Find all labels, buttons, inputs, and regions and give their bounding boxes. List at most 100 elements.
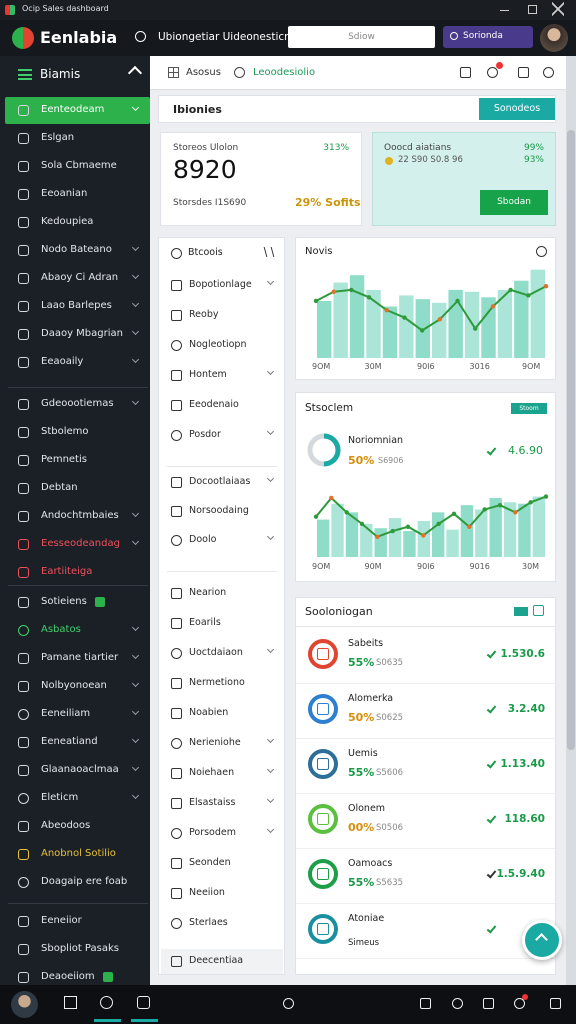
nav-item[interactable]: Abeodoos — [5, 813, 150, 840]
nav-item[interactable]: Eartiiteiga — [5, 559, 150, 586]
line-point — [526, 293, 531, 298]
nav-item[interactable]: Eleticm — [5, 785, 150, 812]
list-item[interactable]: Reoby — [161, 303, 283, 328]
tray-icon[interactable] — [420, 998, 431, 1009]
card-button[interactable]: Sbodan — [480, 190, 548, 215]
tray-icon[interactable] — [283, 998, 294, 1009]
nav-item[interactable]: Eeoanian — [5, 181, 150, 208]
icon — [234, 67, 245, 78]
nav-item[interactable]: Sola Cbmaeme — [5, 153, 150, 180]
table-row[interactable]: Sabeits 55% S0635 1.530.6 — [296, 629, 555, 684]
nav-item[interactable]: Anobnol Sotilio — [5, 841, 150, 868]
list-item[interactable]: Eeodenaio — [161, 393, 283, 418]
line-point — [508, 287, 513, 293]
row-ring — [308, 914, 338, 944]
nav-item[interactable]: Nolbyonoean — [5, 673, 150, 700]
table-row[interactable]: Olonem 00% S0506 118.60 — [296, 794, 555, 849]
nav-item[interactable]: Stbolemo — [5, 419, 150, 446]
tray-icon[interactable] — [550, 998, 561, 1009]
list-item[interactable]: Porsodem — [161, 821, 283, 846]
bar — [475, 509, 488, 557]
line-point — [366, 295, 372, 300]
panel-button[interactable]: Sonodeos — [479, 98, 555, 120]
minimize[interactable] — [500, 10, 509, 11]
list-item[interactable]: Elsastaiss — [161, 791, 283, 816]
table-row[interactable]: Alomerka 50% S0625 3.2.40 — [296, 684, 555, 739]
close[interactable] — [552, 2, 564, 16]
list-item[interactable]: Noabien — [161, 701, 283, 726]
list-item[interactable]: Deecentiaa — [161, 949, 283, 974]
avatar[interactable] — [540, 24, 568, 52]
nav-item[interactable]: Gdeoootiemas — [5, 391, 150, 418]
nav-item[interactable]: Debtan — [5, 475, 150, 502]
nav-item[interactable]: Sbopliot Pasaks — [5, 936, 150, 963]
list-item[interactable]: Docootlaiaas — [161, 470, 283, 495]
toolbar-tab[interactable]: Asosus — [186, 67, 221, 78]
icon — [536, 246, 547, 257]
table-row[interactable]: Oamoacs 55% S5635 1.5.9.40 — [296, 849, 555, 904]
tray-icon[interactable] — [483, 998, 494, 1009]
nav-item[interactable]: Deaoeiiom — [5, 964, 150, 991]
list-item[interactable]: Nearion — [161, 581, 283, 606]
list-item[interactable]: Seonden — [161, 851, 283, 876]
icon — [171, 340, 182, 351]
task-icon[interactable] — [64, 996, 77, 1009]
nav-item[interactable]: Asbatos — [5, 617, 150, 644]
list-item[interactable]: Noiehaen — [161, 761, 283, 786]
search-field[interactable]: Sdiow — [288, 26, 435, 48]
tray-icon[interactable] — [452, 998, 463, 1009]
list-label: Reoby — [189, 309, 219, 320]
list-item[interactable]: Nogleotiopn — [161, 333, 283, 358]
nav-item[interactable]: Glaanaoaclmaa — [5, 757, 150, 784]
nav-item[interactable]: Doagaip ere foab — [5, 869, 150, 896]
list-item[interactable]: Doolo — [161, 528, 283, 553]
task-icon[interactable] — [137, 996, 150, 1009]
user-avatar[interactable] — [11, 991, 38, 1018]
tray-icon[interactable] — [514, 998, 525, 1009]
list-label: Deecentiaa — [189, 955, 244, 966]
list-item[interactable]: Bopotionlage — [161, 273, 283, 298]
nav-item[interactable]: Andochtmbaies — [5, 503, 150, 530]
list-item[interactable]: Neeiion — [161, 881, 283, 906]
maximize[interactable] — [528, 5, 537, 14]
nav-label: Gdeoootiemas — [41, 398, 114, 409]
nav-item[interactable]: Eenteodeam — [5, 97, 150, 124]
icon — [171, 588, 182, 599]
task-icon[interactable] — [100, 996, 113, 1009]
list-item[interactable]: Eoarils — [161, 611, 283, 636]
table-row[interactable]: Atoniae Simeus — [296, 904, 555, 959]
card-label: Storeos Ulolon — [173, 143, 239, 153]
nav-item[interactable]: Sotieiens — [5, 589, 150, 616]
nav-item[interactable]: Laao Barlepes — [5, 293, 150, 320]
line-point — [543, 494, 549, 499]
brand: Eenlabia — [40, 28, 118, 47]
nav-item[interactable]: Eeaoaily — [5, 349, 150, 376]
nav-item[interactable]: Eeneatiand — [5, 729, 150, 756]
list-item[interactable]: Norsoodaing — [161, 499, 283, 524]
nav-item[interactable]: Abaoy Ci Adran — [5, 265, 150, 292]
title-bar: Ocip Sales dashboard — [0, 0, 576, 20]
chevron — [266, 795, 275, 804]
bar — [417, 521, 430, 557]
list-item[interactable]: Hontem — [161, 363, 283, 388]
nav-item[interactable]: Daaoy Mbagrian — [5, 321, 150, 348]
nav-item[interactable]: Pemnetis — [5, 447, 150, 474]
nav-item[interactable]: Eslgan — [5, 125, 150, 152]
header-button[interactable]: Sorionda — [443, 26, 533, 48]
icon — [18, 301, 29, 312]
fab[interactable] — [522, 920, 562, 960]
nav-item[interactable]: Kedoupiea — [5, 209, 150, 236]
nav-item[interactable]: Eesseodeandag — [5, 531, 150, 558]
list-item[interactable]: Nerieniohe — [161, 731, 283, 756]
nav-item[interactable]: Eeneiliam — [5, 701, 150, 728]
list-item[interactable]: Nermetiono — [161, 671, 283, 696]
nav-item[interactable]: Nodo Bateano — [5, 237, 150, 264]
divider — [8, 585, 148, 586]
x-label: 90M — [364, 562, 382, 571]
list-item[interactable]: Sterlaes — [161, 911, 283, 936]
list-item[interactable]: Posdor — [161, 423, 283, 448]
table-row[interactable]: Uemis 55% S5606 1.13.40 — [296, 739, 555, 794]
nav-item[interactable]: Eeneiior — [5, 908, 150, 935]
nav-item[interactable]: Pamane tiartier — [5, 645, 150, 672]
list-item[interactable]: Uoctdaiaon — [161, 641, 283, 666]
